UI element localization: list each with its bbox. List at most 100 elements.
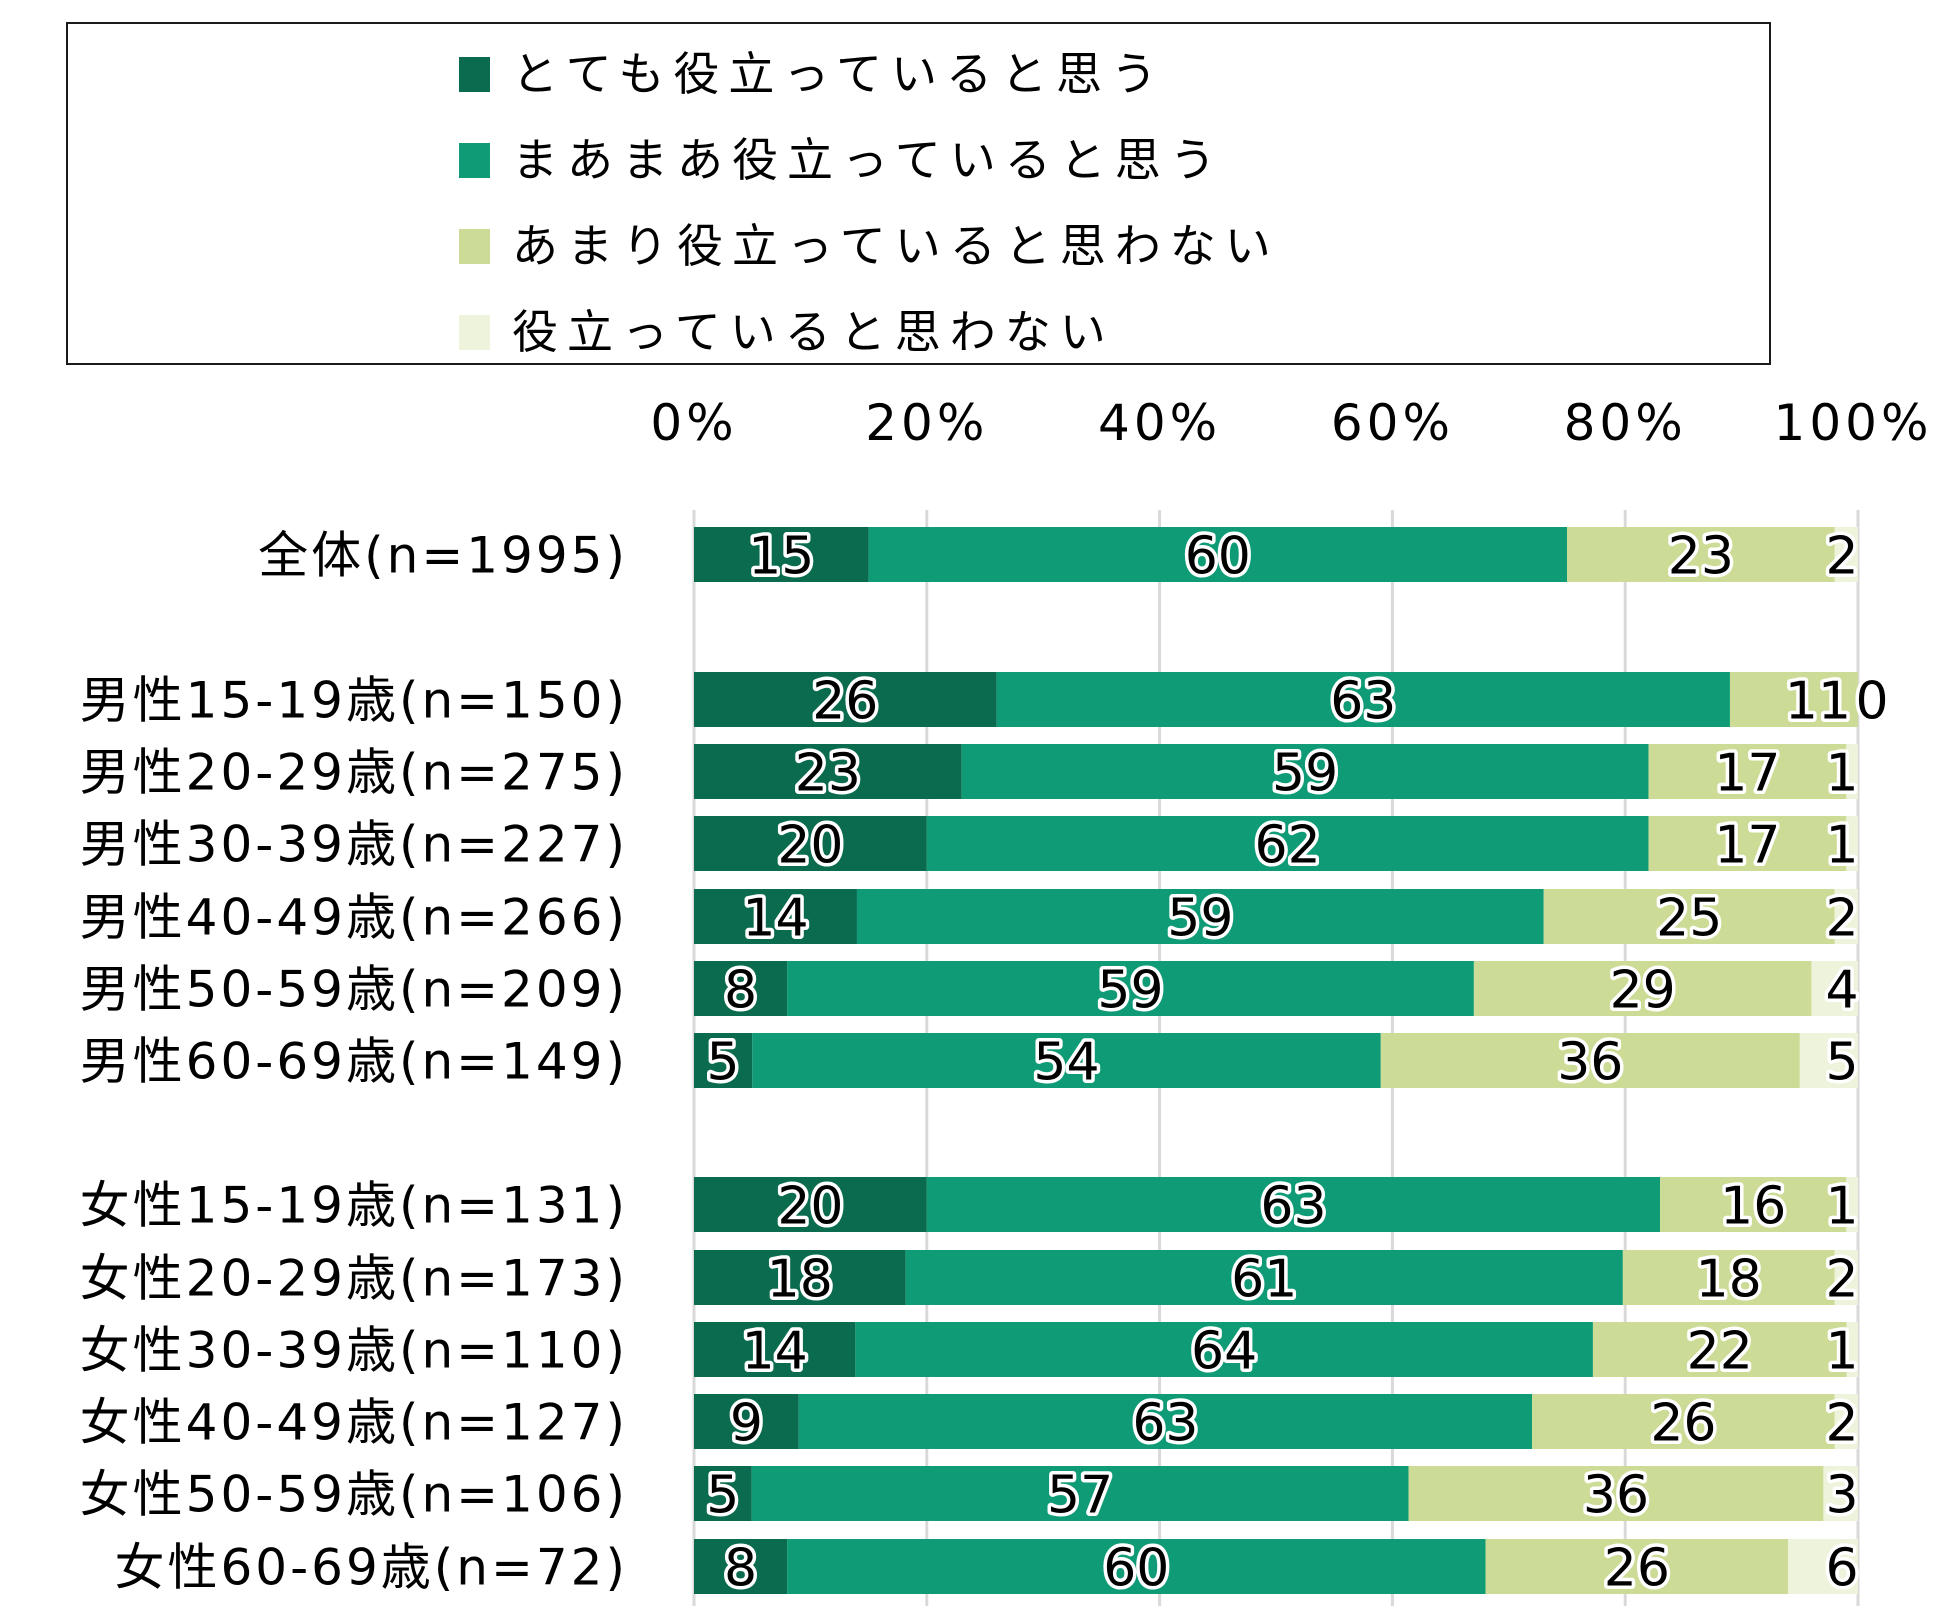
data-label: 15 [748,527,814,587]
data-label: 0 [1855,672,1888,732]
category-label: 女性40-49歳(n=127) [80,1394,628,1452]
bar-segment [1485,1539,1789,1594]
bar-segment [996,672,1730,727]
bar-segment [1408,1466,1824,1521]
bar-segment [926,1177,1661,1232]
bar-segment [905,1250,1623,1305]
bar-segment [1799,1033,1858,1088]
x-tick-label: 20% [865,394,988,452]
bar-segment [694,672,997,727]
bar-segment [1648,744,1847,799]
bar-segment [694,1394,799,1449]
category-label: 女性30-39歳(n=110) [80,1322,628,1380]
category-label: 男性30-39歳(n=227) [80,816,628,874]
category-label: 女性60-69歳(n=72) [114,1539,628,1597]
data-label: 2 [1825,1250,1858,1310]
bar-segment [694,744,962,799]
data-label: 2 [1825,1394,1858,1454]
bar-segment [1648,816,1847,871]
data-label: 3 [1825,1466,1858,1526]
bar-segment [1834,889,1858,944]
data-label: 1 [1825,816,1858,876]
x-tick-label: 100% [1774,394,1933,452]
data-label: 8 [724,961,757,1021]
bar-segment [868,527,1567,582]
bar-segment [1846,1177,1858,1232]
bar-segment [694,1466,752,1521]
bar-segment [752,1033,1381,1088]
x-tick-label: 40% [1098,394,1221,452]
legend-swatch-very-useful [459,56,490,92]
data-label: 26 [812,672,878,732]
bar-segment [1834,527,1858,582]
bar-segment [1834,1250,1858,1305]
bar-segment [1846,816,1858,871]
bar-segment [694,816,927,871]
legend-swatch-not-very-useful [459,228,490,264]
data-label: 60 [1103,1539,1169,1599]
legend-label-somewhat-useful: まあまあ役立っていると思う [512,133,1225,187]
bar-segment [694,1539,788,1594]
bar-segment [694,527,869,582]
data-label: 23 [1668,527,1734,587]
data-label: 29 [1610,961,1676,1021]
x-axis-ticks: 0% 20% 40% 60% 80% 100% [650,394,1933,452]
data-label: 59 [1272,744,1338,804]
data-label: 61 [1231,1250,1297,1310]
category-label: 全体(n=1995) [258,527,628,585]
data-label: 25 [1656,889,1722,949]
data-label: 54 [1033,1033,1099,1093]
bar-segment [1380,1033,1800,1088]
category-label: 女性20-29歳(n=173) [80,1250,628,1308]
data-label: 62 [1255,816,1321,876]
data-label: 11 [1785,672,1851,732]
category-label: 男性20-29歳(n=275) [80,744,628,802]
bar-segment [1823,1466,1858,1521]
data-label: 63 [1330,672,1396,732]
bar-segment [694,961,788,1016]
data-label: 8 [724,1539,757,1599]
bar-segment [1660,1177,1847,1232]
data-label: 64 [1191,1322,1257,1382]
bar-segment [1729,672,1858,727]
data-label: 59 [1167,889,1233,949]
data-label: 16 [1720,1177,1786,1237]
data-label: 60 [1185,527,1251,587]
category-label: 男性40-49歳(n=266) [80,889,628,947]
data-label: 57 [1047,1466,1113,1526]
data-label: 4 [1825,961,1858,1021]
x-tick-label: 0% [650,394,737,452]
legend-item-somewhat-useful: まあまあ役立っていると思う [459,130,1225,190]
data-label: 14 [742,1322,808,1382]
legend-label-not-useful: 役立っていると思わない [512,305,1115,359]
data-label: 9 [730,1394,763,1454]
legend-item-not-useful: 役立っていると思わない [459,302,1115,362]
data-label: 6 [1825,1539,1858,1599]
legend-label-very-useful: とても役立っていると思う [512,47,1167,101]
data-label: 1 [1825,1177,1858,1237]
data-label: 1 [1825,744,1858,804]
category-label: 女性50-59歳(n=106) [80,1466,628,1524]
data-label: 36 [1557,1033,1623,1093]
category-label: 男性60-69歳(n=149) [80,1033,628,1091]
bar-segment [694,889,857,944]
bar-segment [751,1466,1409,1521]
bar-segment [694,1322,856,1377]
bar-segment [694,1033,753,1088]
bar-segment [787,961,1474,1016]
data-label: 17 [1714,816,1780,876]
data-label: 20 [777,816,843,876]
x-tick-label: 60% [1331,394,1454,452]
bar-segment [855,1322,1593,1377]
data-label: 18 [1696,1250,1762,1310]
bar-segment [1532,1394,1835,1449]
legend-swatch-not-useful [459,314,490,350]
data-label: 5 [706,1466,739,1526]
category-labels: 全体(n=1995) 男性15-19歳(n=150) 男性20-29歳(n=275)… [80,527,628,1597]
bar-segment [961,744,1649,799]
legend-item-not-very-useful: あまり役立っていると思わない [459,216,1280,276]
data-label: 26 [1650,1394,1716,1454]
data-label: 63 [1132,1394,1198,1454]
legend-label-not-very-useful: あまり役立っていると思わない [512,219,1280,273]
